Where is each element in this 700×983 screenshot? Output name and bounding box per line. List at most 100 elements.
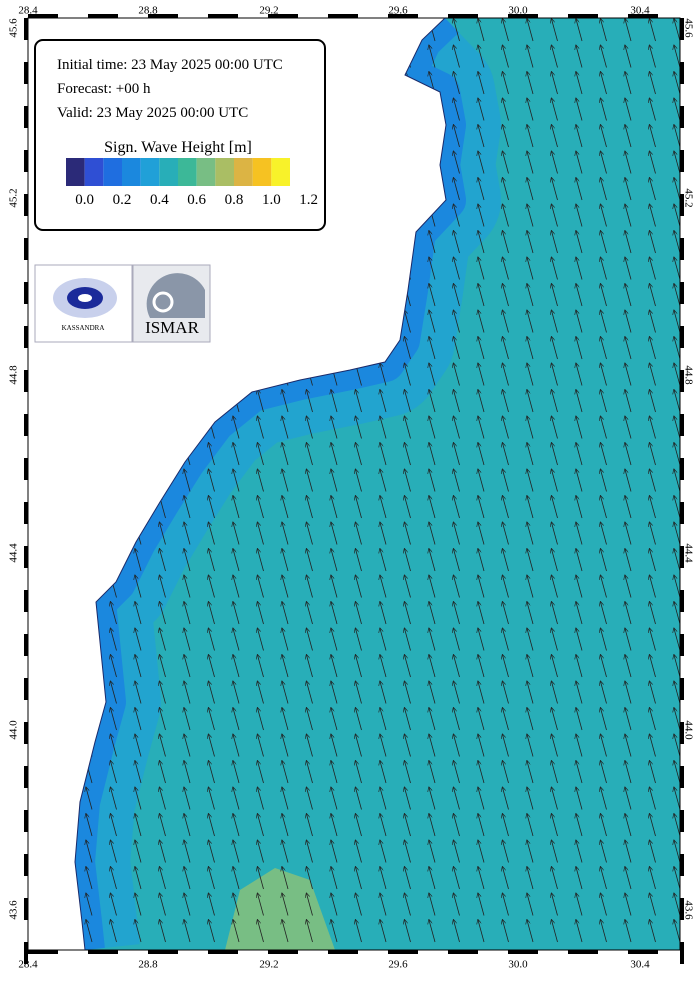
wave-arrow: [331, 655, 338, 678]
wave-arrow: [674, 231, 680, 254]
wave-arrow: [135, 920, 142, 943]
wave-arrow: [527, 894, 534, 916]
wave-arrow: [576, 549, 583, 572]
frame-tick: [88, 950, 118, 954]
lat-label: 44.8: [682, 365, 694, 385]
wave-arrow: [527, 549, 534, 572]
wave-arrow: [601, 258, 607, 280]
colorbar-label: 0.6: [187, 192, 206, 208]
lon-label: 29.6: [388, 959, 408, 971]
wave-arrow: [527, 814, 534, 837]
wave-arrow: [576, 682, 583, 704]
frame-tick: [680, 722, 684, 744]
wave-arrow: [405, 576, 411, 598]
wave-arrow: [356, 894, 362, 916]
frame-tick: [208, 950, 238, 954]
wave-arrow: [601, 841, 607, 863]
frame-tick: [448, 14, 478, 18]
wave-arrow: [576, 523, 583, 545]
wave-arrow: [527, 920, 534, 943]
wave-arrow: [111, 761, 117, 784]
wave-arrow: [429, 894, 436, 916]
wave-arrow: [650, 708, 656, 731]
wave-arrow: [625, 258, 632, 280]
wave-arrow: [160, 841, 166, 863]
colorbar-swatch: [84, 158, 104, 186]
wave-arrow: [111, 682, 117, 704]
wave-arrow: [552, 920, 558, 943]
wave-arrow: [478, 390, 485, 413]
frame-tick: [628, 14, 658, 18]
wave-arrow: [258, 708, 264, 731]
frame-tick: [680, 854, 684, 876]
wave-arrow: [307, 894, 313, 916]
wave-arrow: [478, 841, 485, 863]
wave-arrow: [380, 364, 387, 386]
wave-arrow: [307, 390, 313, 413]
frame-tick: [24, 590, 28, 612]
wave-arrow: [135, 814, 142, 837]
wave-arrow: [454, 19, 460, 42]
wave-arrow: [552, 814, 558, 837]
wave-arrow: [478, 523, 485, 545]
wave-arrow: [601, 284, 607, 307]
wave-arrow: [478, 682, 485, 704]
wave-arrow: [576, 19, 583, 42]
wave-arrow: [478, 19, 485, 42]
wave-arrow: [503, 417, 509, 439]
wave-arrow: [282, 867, 289, 890]
wave-arrow: [454, 46, 460, 68]
wave-arrow: [478, 814, 485, 837]
wave-arrow: [527, 761, 534, 784]
wave-arrow: [576, 894, 583, 916]
wave-arrow: [454, 417, 460, 439]
wave-arrow: [625, 231, 632, 254]
wave-arrow: [552, 788, 558, 810]
wave-arrow: [86, 867, 93, 890]
wave-arrow: [625, 19, 632, 42]
wave-arrow: [576, 258, 583, 280]
wave-arrow: [552, 99, 558, 121]
wave-arrow: [503, 231, 509, 254]
wave-arrow: [601, 761, 607, 784]
frame-tick: [680, 326, 684, 348]
lat-label: 45.6: [682, 18, 694, 38]
wave-arrow: [527, 46, 534, 68]
wave-arrow: [576, 735, 583, 757]
wave-arrow: [650, 311, 656, 333]
wave-arrow: [184, 549, 191, 572]
wave-arrow: [233, 629, 240, 651]
wave-arrow: [209, 443, 215, 466]
wave-arrow: [429, 735, 436, 757]
lon-label: 28.8: [138, 5, 158, 17]
wave-arrow: [307, 788, 313, 810]
wave-arrow: [674, 682, 680, 704]
frame-tick: [24, 766, 28, 788]
wave-arrow: [258, 417, 264, 439]
wave-arrow: [454, 761, 460, 784]
wave-arrow: [209, 814, 215, 837]
wave-arrow: [454, 337, 460, 360]
wave-arrow: [625, 337, 632, 360]
frame-tick: [24, 942, 28, 964]
wave-arrow: [552, 708, 558, 731]
wave-arrow: [601, 390, 607, 413]
wave-arrow: [307, 549, 313, 572]
wave-arrow: [552, 470, 558, 492]
wave-arrow: [478, 205, 485, 227]
wave-arrow: [625, 735, 632, 757]
wave-arrow: [478, 708, 485, 731]
wave-arrow: [331, 602, 338, 625]
colorbar-label: 0.2: [113, 192, 132, 208]
frame-tick: [680, 766, 684, 788]
wave-arrow: [209, 629, 215, 651]
frame-tick: [24, 62, 28, 84]
wave-arrow: [527, 205, 534, 227]
axis-labels: 28.4 28.4 28.8 28.8 29.2 29.2 29.6 29.6 30.0 30.0…: [8, 5, 695, 971]
wave-arrow: [258, 496, 264, 519]
wave-arrow: [454, 894, 460, 916]
wave-arrow: [429, 390, 436, 413]
wave-arrow: [503, 337, 509, 360]
wave-arrow: [454, 602, 460, 625]
wave-arrow: [576, 814, 583, 837]
